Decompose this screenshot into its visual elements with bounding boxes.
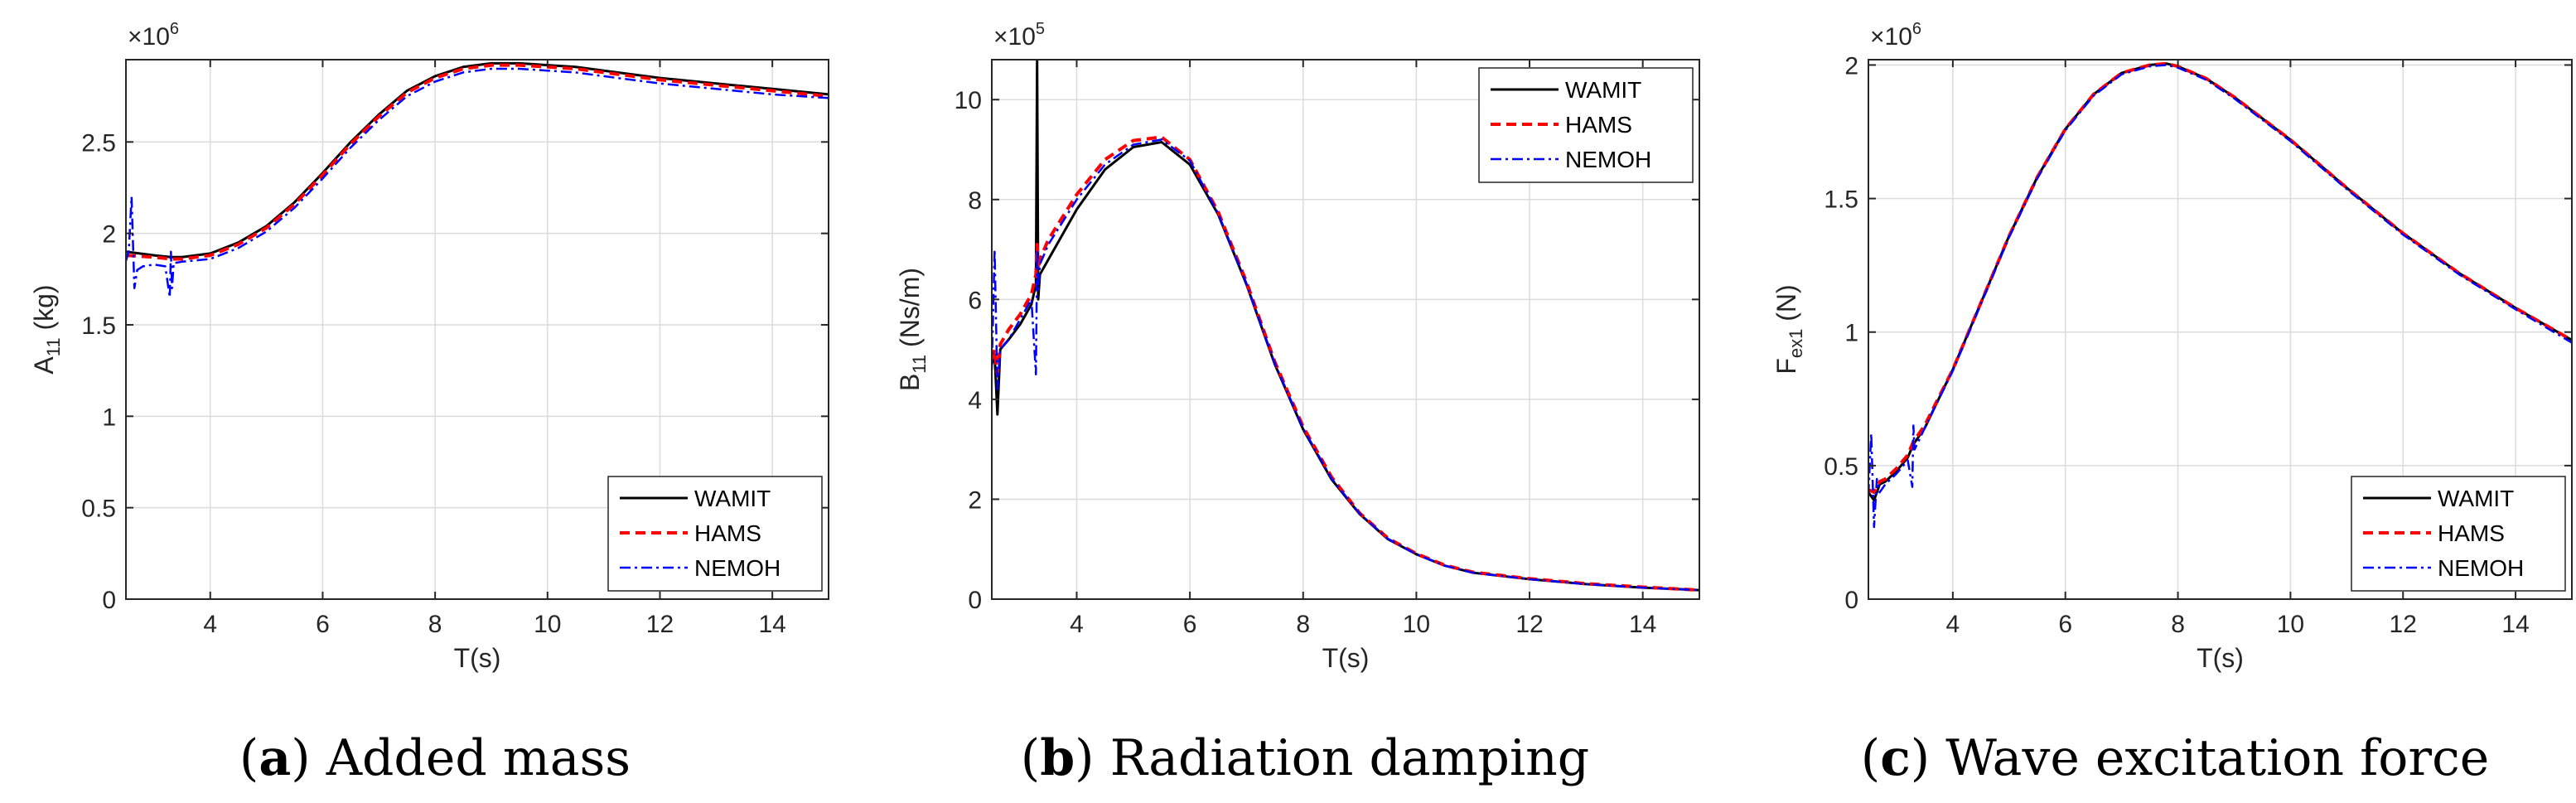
y-tick-label: 0 [102,587,116,614]
x-tick-label: 6 [1183,611,1197,638]
panel-wave-excitation-force: 4 6 8 10 12 14 0 0.5 1 1.5 2 ×106 T(s) Fex1 (N) WAMIT H… [1771,20,2573,787]
y-tick-label: 1.5 [1824,186,1858,214]
y-tick-label: 0.5 [1824,453,1858,481]
y-multiplier-label: ×106 [128,20,179,51]
x-tick-label: 14 [2501,611,2529,638]
series-line-wamit [126,61,829,259]
x-tick-label: 14 [1629,611,1656,638]
panel-caption: (b) Radiation damping [1021,729,1589,787]
y-tick-label: 1.5 [81,312,116,340]
x-tick-label: 12 [646,611,674,638]
y-axis-label: Fex1 (N) [1771,284,1806,374]
y-tick-label: 0.5 [81,496,116,523]
axes-frame [1868,59,2573,600]
y-multiplier-label: ×105 [993,20,1045,51]
x-tick-label: 8 [1296,611,1310,638]
series-line-nemoh [126,67,829,299]
y-axis-label: B11 (Ns/m) [895,268,930,391]
y-tick-label: 2 [1844,52,1858,80]
y-tick-label: 2.5 [81,129,116,157]
series-line-hams [1868,61,2572,495]
x-tick-label: 12 [1515,611,1543,638]
y-tick-label: 0 [1844,587,1858,614]
x-tick-label: 14 [758,611,785,638]
legend-label-hams: HAMS [1565,112,1632,138]
legend: WAMIT HAMS NEMOH [1478,67,1694,183]
legend-label-nemoh: NEMOH [694,555,781,581]
x-axis-label: T(s) [2197,643,2244,673]
panel-caption: (a) Added mass [239,729,631,787]
y-tick-label: 10 [955,87,982,114]
x-tick-label: 4 [1070,611,1084,638]
x-tick-label: 4 [1946,611,1960,638]
x-tick-label: 10 [2277,611,2304,638]
x-tick-label: 8 [2171,611,2185,638]
y-tick-label: 8 [968,187,982,215]
legend-label-hams: HAMS [2438,520,2505,546]
legend-label-nemoh: NEMOH [1565,147,1651,172]
x-tick-label: 6 [316,611,330,638]
y-tick-label: 4 [968,387,982,414]
legend-label-hams: HAMS [694,520,761,546]
y-tick-label: 1 [102,404,116,431]
legend-label-nemoh: NEMOH [2438,555,2524,581]
y-tick-label: 1 [1844,320,1858,347]
x-tick-label: 6 [2058,611,2072,638]
x-tick-label: 10 [534,611,561,638]
legend-label-wamit: WAMIT [1565,77,1641,103]
y-tick-label: 6 [968,287,982,314]
series-group [1868,61,2572,529]
legend-label-wamit: WAMIT [2438,486,2514,511]
series-line-hams [992,135,1699,593]
legend: WAMIT HAMS NEMOH [607,476,823,592]
y-tick-label: 2 [968,486,982,514]
x-tick-label: 12 [2390,611,2417,638]
y-multiplier-label: ×106 [1870,20,1921,51]
series-group [992,60,1699,593]
panel-radiation-damping: 4 6 8 10 12 14 0 2 4 6 8 10 ×105 T(s) B11 (Ns/m) WAMIT H… [895,20,1700,787]
x-tick-label: 8 [428,611,442,638]
axes-frame [125,59,829,600]
y-tick-label: 0 [968,587,982,614]
axes-frame [991,59,1700,600]
legend-label-wamit: WAMIT [694,486,771,511]
panel-added-mass: 4 6 8 10 12 14 0 0.5 1 1.5 2 2.5 ×106 T(s) A11 (kg) WAM… [29,20,829,787]
y-tick-label: 2 [102,221,116,249]
series-line-nemoh [992,138,1699,592]
series-line-nemoh [1868,64,2572,529]
legend: WAMIT HAMS NEMOH [2351,476,2566,592]
x-tick-label: 10 [1403,611,1430,638]
series-group [126,61,829,299]
panel-caption: (c) Wave excitation force [1861,729,2489,787]
y-axis-label: A11 (kg) [29,284,64,374]
x-tick-label: 4 [203,611,217,638]
x-axis-label: T(s) [454,643,501,673]
x-axis-label: T(s) [1322,643,1370,673]
